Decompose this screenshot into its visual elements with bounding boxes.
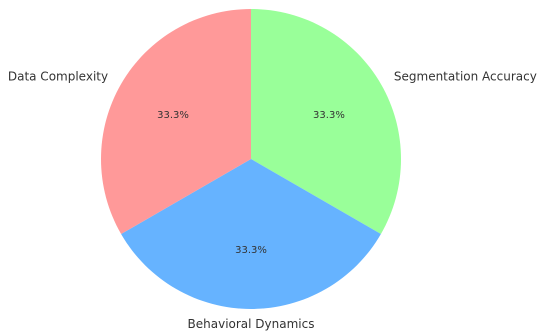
pie-slices <box>101 9 401 309</box>
category-label: Behavioral Dynamics <box>188 317 315 331</box>
percent-label: 33.3% <box>313 110 345 121</box>
category-labels: Segmentation Accuracy Behavioral Dynamics… <box>8 70 537 332</box>
category-label: Segmentation Accuracy <box>394 70 537 84</box>
category-label: Data Complexity <box>8 70 108 84</box>
pie-slice-segmentation-accuracy <box>251 9 401 234</box>
percent-label: 33.3% <box>157 110 189 121</box>
percent-label: 33.3% <box>235 245 267 256</box>
pie-slice-data-complexity <box>101 9 252 234</box>
percent-labels: 33.3% 33.3% 33.3% <box>157 110 345 256</box>
